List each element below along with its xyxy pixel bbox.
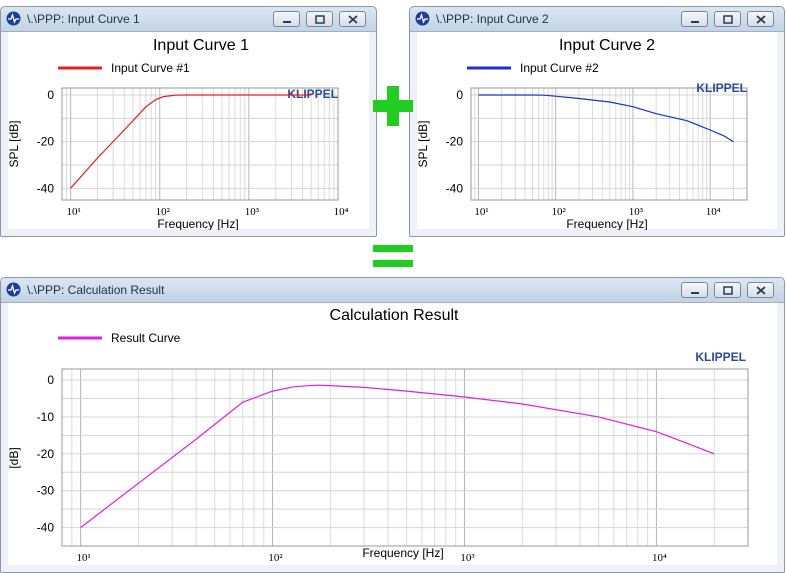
window-input-curve-2: \.\PPP: Input Curve 2 Input Curve 2 Input… xyxy=(409,6,785,237)
series-line-0 xyxy=(478,94,734,143)
x-tick-label: 10¹ xyxy=(474,206,488,218)
x-tick-label: 10⁴ xyxy=(334,206,349,218)
chart-title: Input Curve 2 xyxy=(559,37,655,54)
window-title: \.\PPP: Input Curve 2 xyxy=(436,12,549,26)
chart-calculation-result: Calculation Result Result Curve 0 -10 -20 -30… xyxy=(8,307,749,564)
app-icon xyxy=(6,11,21,26)
title-bar[interactable]: \.\PPP: Calculation Result xyxy=(1,278,784,303)
minimize-icon xyxy=(691,21,699,23)
series-line-0 xyxy=(80,384,715,529)
maximize-button[interactable] xyxy=(306,11,333,27)
y-tick-label: -20 xyxy=(37,447,55,461)
chart-area: Input Curve 2 Input Curve #2 0 -20 -40 10¹ 10²… xyxy=(417,32,777,230)
title-bar[interactable]: \.\PPP: Input Curve 2 xyxy=(410,7,784,32)
legend-label: Input Curve #2 xyxy=(520,61,599,75)
close-icon xyxy=(756,15,766,24)
y-tick-label: 0 xyxy=(47,88,54,102)
y-axis-label: SPL [dB] xyxy=(8,121,21,168)
chart-title: Input Curve 1 xyxy=(153,37,249,54)
y-tick-label: -40 xyxy=(37,521,55,535)
minimize-icon xyxy=(691,292,699,294)
minimize-button[interactable] xyxy=(681,282,708,298)
app-icon xyxy=(6,282,21,297)
y-tick-label: -30 xyxy=(37,484,55,498)
minimize-icon xyxy=(283,21,291,23)
maximize-icon xyxy=(723,15,733,24)
maximize-icon xyxy=(315,15,325,24)
x-axis-label: Frequency [Hz] xyxy=(362,546,443,560)
title-bar[interactable]: \.\PPP: Input Curve 1 xyxy=(1,7,376,32)
y-axis-label: [dB] xyxy=(8,447,21,468)
y-tick-label: 0 xyxy=(456,88,463,102)
y-axis-label: SPL [dB] xyxy=(417,121,430,168)
close-icon xyxy=(756,286,766,295)
x-tick-label: 10² xyxy=(552,206,567,218)
y-tick-label: -10 xyxy=(37,410,55,424)
y-tick-label: -40 xyxy=(37,181,55,195)
window-title: \.\PPP: Calculation Result xyxy=(27,283,165,297)
maximize-icon xyxy=(723,286,733,295)
close-button[interactable] xyxy=(747,282,774,298)
x-tick-label: 10⁴ xyxy=(652,552,667,564)
window-title: \.\PPP: Input Curve 1 xyxy=(27,12,140,26)
x-tick-label: 10⁴ xyxy=(706,206,721,218)
x-tick-label: 10² xyxy=(268,552,283,564)
chart-title: Calculation Result xyxy=(330,307,460,324)
close-icon xyxy=(348,15,358,24)
y-tick-label: 0 xyxy=(47,373,54,387)
chart-area: Input Curve 1 Input Curve #1 0 -20 -40 10¹ 10²… xyxy=(8,32,369,230)
x-tick-label: 10³ xyxy=(460,552,475,564)
chart-area: Calculation Result Result Curve 0 -10 -20 -30… xyxy=(8,303,777,565)
x-tick-label: 10³ xyxy=(245,206,260,218)
maximize-button[interactable] xyxy=(714,11,741,27)
minimize-button[interactable] xyxy=(273,11,300,27)
maximize-button[interactable] xyxy=(714,282,741,298)
y-tick-label: -20 xyxy=(446,135,464,149)
plus-sign xyxy=(373,86,413,126)
x-axis-label: Frequency [Hz] xyxy=(566,217,647,230)
plot-frame xyxy=(61,368,749,547)
plot-frame xyxy=(61,87,339,201)
plot-frame xyxy=(470,87,748,201)
plus-horizontal-bar xyxy=(373,100,413,112)
x-tick-label: 10² xyxy=(156,206,171,218)
window-calculation-result: \.\PPP: Calculation Result Calculation R… xyxy=(0,277,785,573)
app-icon xyxy=(415,11,430,26)
x-axis-label: Frequency [Hz] xyxy=(157,217,238,230)
x-tick-label: 10¹ xyxy=(66,206,80,218)
minimize-button[interactable] xyxy=(681,11,708,27)
legend-label: Input Curve #1 xyxy=(111,61,190,75)
x-tick-label: 10¹ xyxy=(76,552,90,564)
equals-bottom-bar xyxy=(373,260,413,267)
legend-label: Result Curve xyxy=(111,331,181,345)
chart-input-curve-2: Input Curve 2 Input Curve #2 0 -20 -40 10¹ 10²… xyxy=(417,37,748,230)
window-input-curve-1: \.\PPP: Input Curve 1 Input Curve 1 Input… xyxy=(0,6,377,237)
klippel-watermark: KLIPPEL xyxy=(696,81,747,95)
klippel-watermark: KLIPPEL xyxy=(695,350,746,364)
close-button[interactable] xyxy=(747,11,774,27)
x-tick-label: 10³ xyxy=(629,206,644,218)
y-tick-label: -40 xyxy=(446,181,464,195)
equals-sign xyxy=(373,245,413,267)
y-tick-label: -20 xyxy=(37,135,55,149)
chart-input-curve-1: Input Curve 1 Input Curve #1 0 -20 -40 10¹ 10²… xyxy=(8,37,349,230)
equals-top-bar xyxy=(373,245,413,252)
klippel-watermark: KLIPPEL xyxy=(287,87,338,101)
close-button[interactable] xyxy=(339,11,366,27)
series-line-0 xyxy=(70,94,312,189)
